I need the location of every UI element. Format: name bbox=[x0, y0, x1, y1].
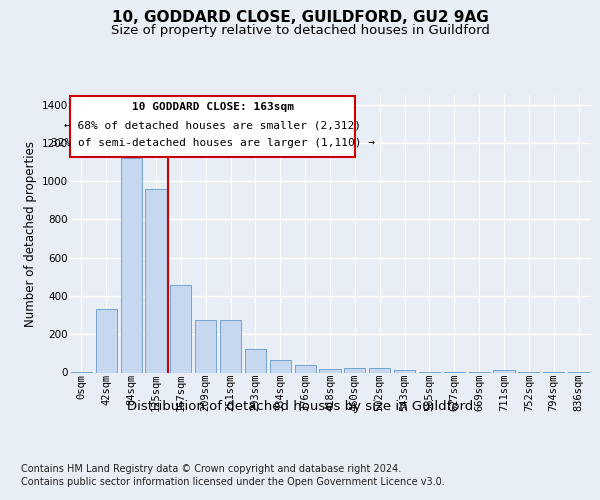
Text: Size of property relative to detached houses in Guildford: Size of property relative to detached ho… bbox=[110, 24, 490, 37]
Bar bbox=[295, 365, 316, 372]
Text: Distribution of detached houses by size in Guildford: Distribution of detached houses by size … bbox=[127, 400, 473, 413]
Bar bbox=[145, 189, 167, 372]
Text: ← 68% of detached houses are smaller (2,312): ← 68% of detached houses are smaller (2,… bbox=[64, 120, 361, 130]
Bar bbox=[245, 348, 266, 372]
Bar bbox=[369, 368, 390, 372]
Text: Contains HM Land Registry data © Crown copyright and database right 2024.: Contains HM Land Registry data © Crown c… bbox=[21, 464, 401, 474]
Bar bbox=[344, 368, 365, 372]
Bar bbox=[319, 368, 341, 372]
Bar bbox=[220, 320, 241, 372]
Bar bbox=[493, 370, 515, 372]
Text: 10 GODDARD CLOSE: 163sqm: 10 GODDARD CLOSE: 163sqm bbox=[132, 102, 294, 113]
Bar bbox=[270, 360, 291, 372]
Bar bbox=[121, 158, 142, 372]
Y-axis label: Number of detached properties: Number of detached properties bbox=[24, 141, 37, 327]
Bar bbox=[170, 286, 191, 372]
Bar bbox=[96, 310, 117, 372]
Bar bbox=[394, 370, 415, 372]
Bar bbox=[195, 320, 216, 372]
Text: Contains public sector information licensed under the Open Government Licence v3: Contains public sector information licen… bbox=[21, 477, 445, 487]
Text: 32% of semi-detached houses are larger (1,110) →: 32% of semi-detached houses are larger (… bbox=[51, 138, 375, 148]
Text: 10, GODDARD CLOSE, GUILDFORD, GU2 9AG: 10, GODDARD CLOSE, GUILDFORD, GU2 9AG bbox=[112, 10, 488, 25]
